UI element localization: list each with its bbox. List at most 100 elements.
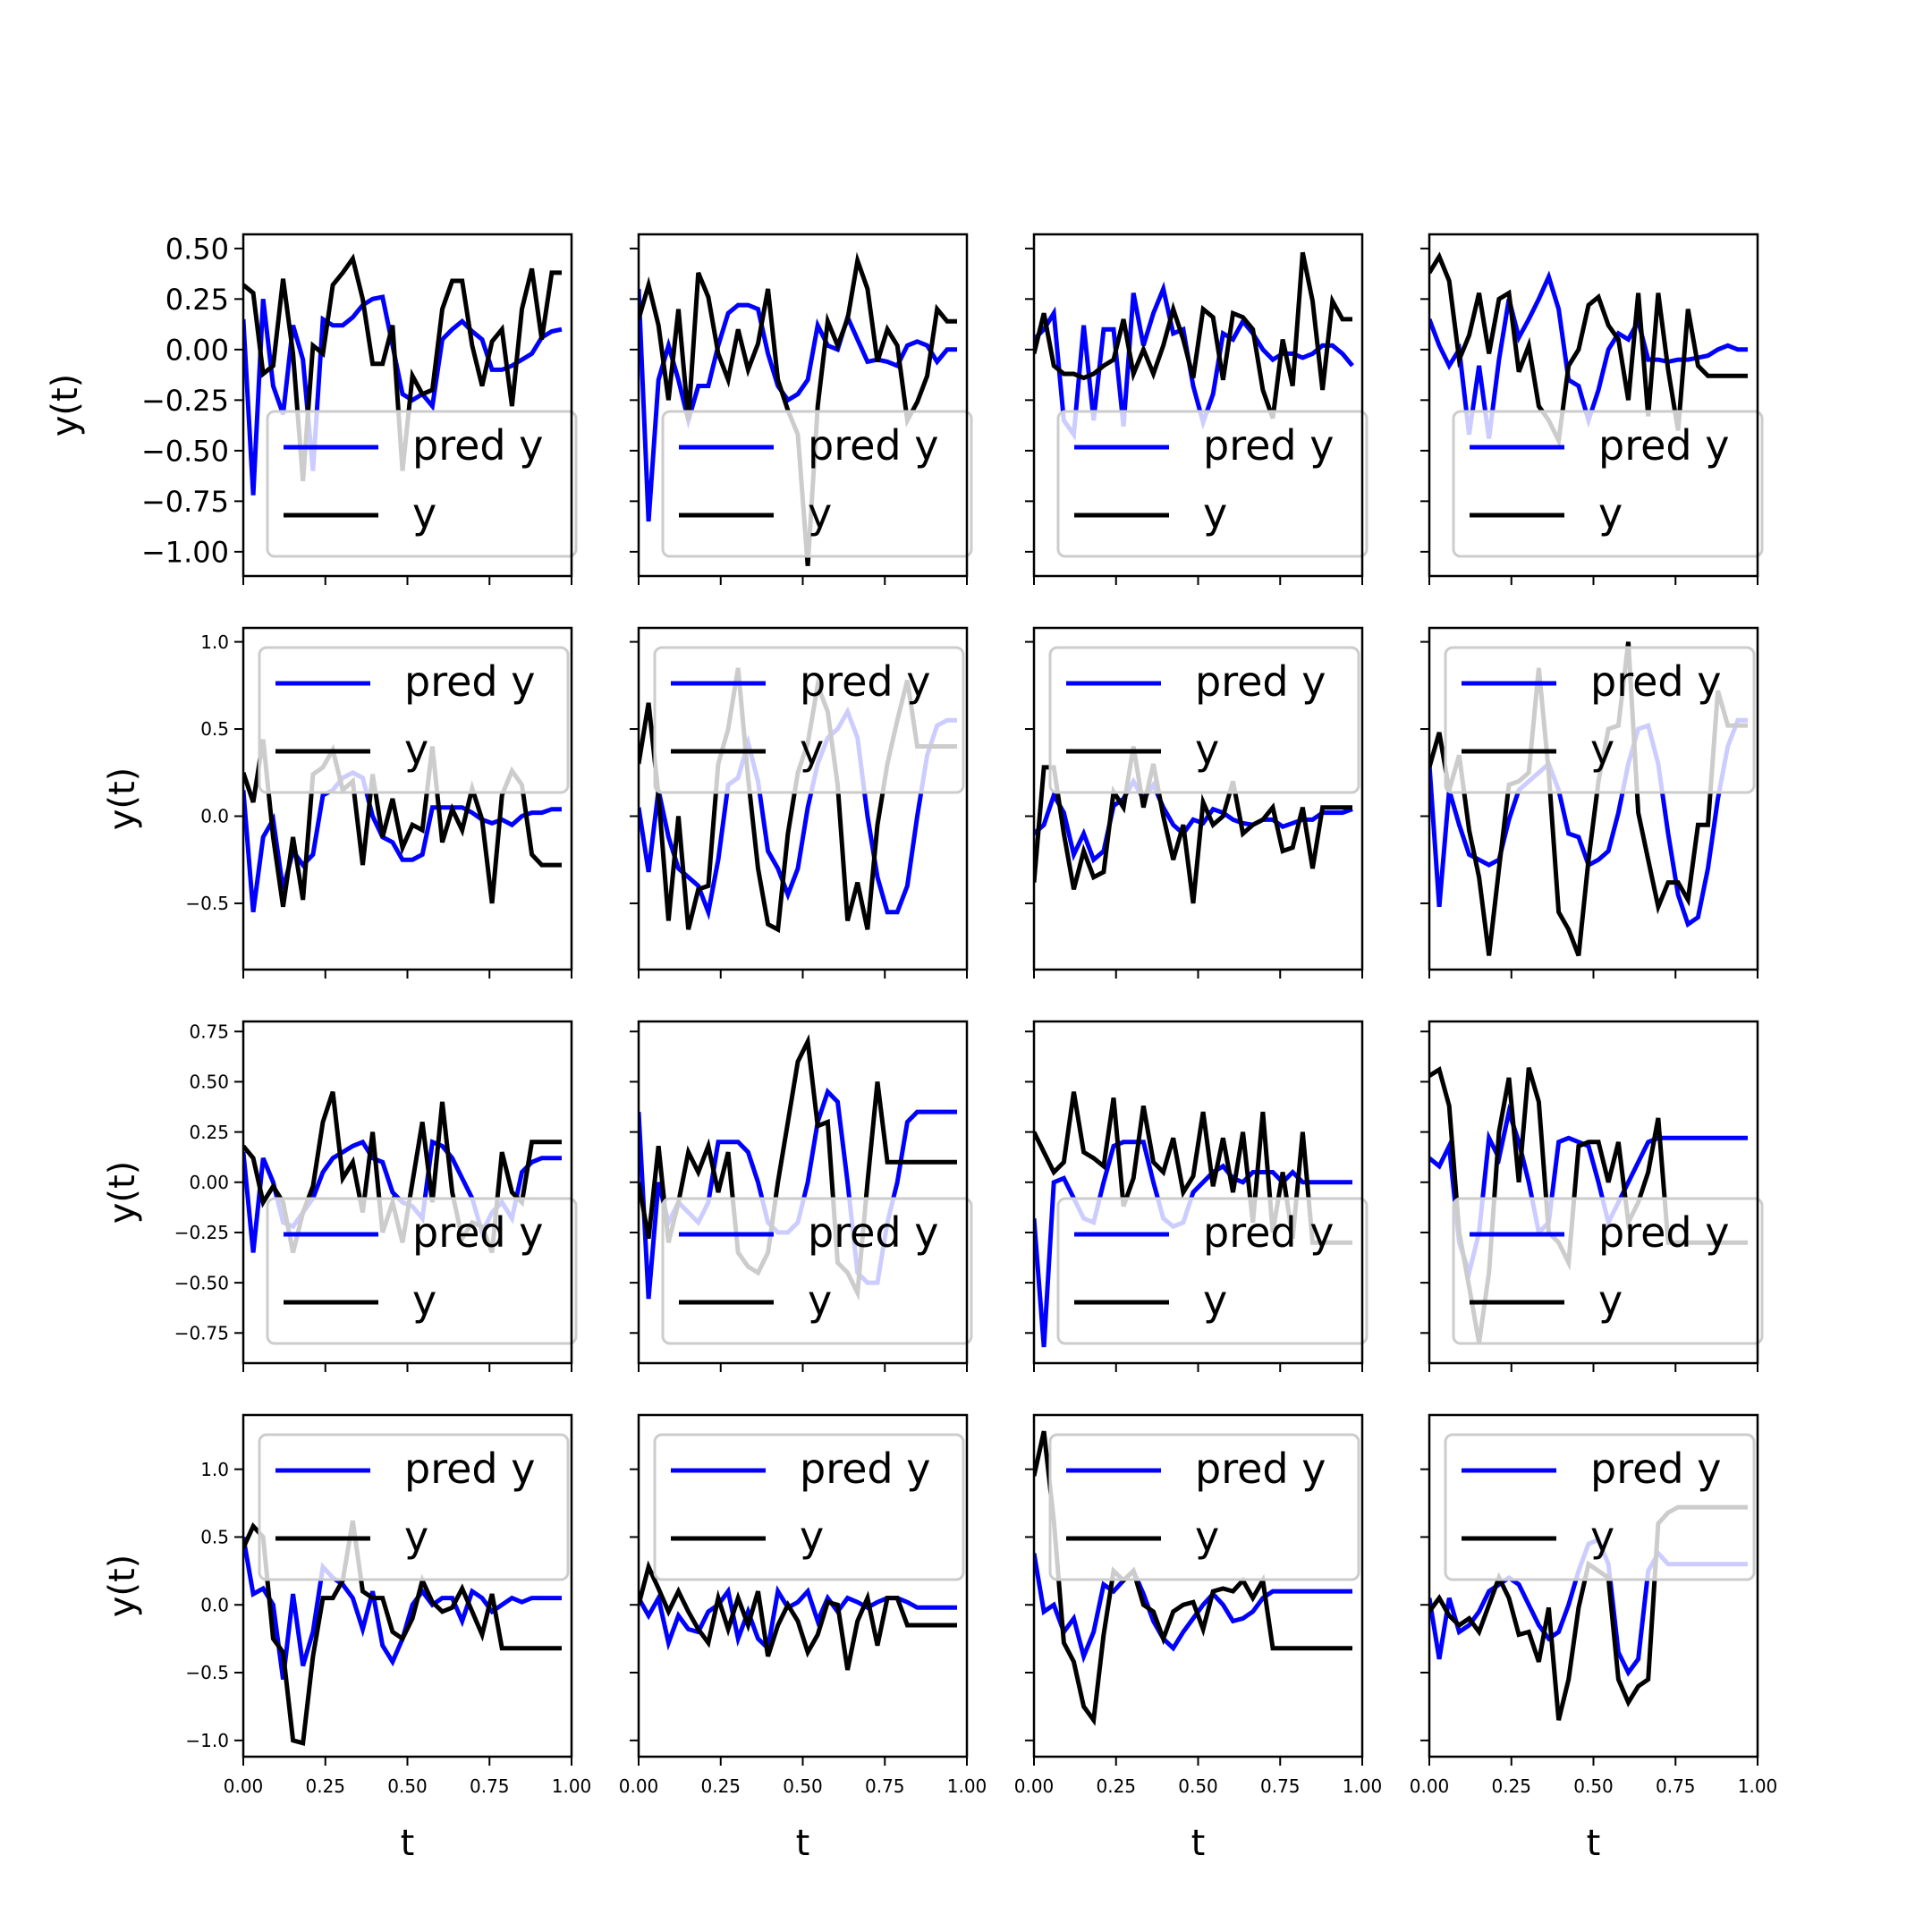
legend-label-pred-y: pred y: [1590, 657, 1721, 706]
legend-label-y: y: [1598, 489, 1623, 538]
x-tick-label: 0.00: [1014, 1775, 1055, 1797]
y-axis-label: y(t): [102, 767, 143, 831]
legend: pred y y: [1048, 1433, 1360, 1581]
x-tick-label: 0.50: [387, 1775, 428, 1797]
subplot-r2-c4: pred y y: [1420, 626, 1759, 979]
x-tick-label: 0.25: [305, 1775, 345, 1797]
legend-label-pred-y: pred y: [404, 1445, 535, 1493]
legend-label-y: y: [1195, 1513, 1219, 1561]
legend-label-pred-y: pred y: [1195, 657, 1326, 706]
series-y: [639, 1033, 957, 1301]
subplot-r2-c3: pred y y: [1025, 626, 1364, 979]
legend: pred y y: [661, 410, 973, 558]
subplot-r4-c1: −1.0 −0.5 0.0 0.5 1.0 0.00 0.25 0.50 0.75 1.00 pre…: [102, 1413, 591, 1864]
y-tick-label: 0.0: [200, 1594, 229, 1615]
x-tick-label: 0.00: [224, 1775, 264, 1797]
axes-frame: [1032, 233, 1364, 578]
legend: pred y y: [258, 1433, 570, 1581]
x-tick-label: 0.75: [1260, 1775, 1301, 1797]
series-pred-y: [639, 288, 957, 522]
legend-label-y: y: [1203, 1276, 1227, 1325]
legend: pred y y: [1048, 646, 1360, 794]
x-tick-label: 0.75: [470, 1775, 510, 1797]
subplot-r3-c3: pred y y: [1025, 1020, 1368, 1372]
x-tick-label: 1.00: [1738, 1775, 1778, 1797]
legend-label-pred-y: pred y: [1590, 1445, 1721, 1493]
legend: pred y y: [266, 1197, 578, 1345]
subplot-r1-c1: −1.00 −0.75 −0.50 −0.25 0.00 0.25 0.50 pred y y y…: [45, 232, 578, 585]
legend-label-pred-y: pred y: [412, 421, 543, 470]
y-tick-label: −0.75: [174, 1322, 229, 1343]
legend-label-y: y: [808, 489, 832, 538]
legend-label-y: y: [412, 489, 436, 538]
x-tick-label: 0.25: [700, 1775, 741, 1797]
series-pred-y: [1034, 281, 1354, 441]
legend-label-pred-y: pred y: [1195, 1445, 1326, 1493]
legend: pred y y: [1444, 646, 1756, 794]
subplot-r3-c1: −0.75 −0.50 −0.25 0.00 0.25 0.50 0.75 pred y y y(…: [102, 1020, 578, 1372]
y-tick-label: −0.50: [141, 434, 229, 468]
series-pred-y: [639, 706, 957, 920]
subplot-r1-c2: pred y y: [630, 233, 973, 585]
axes-frame: [637, 1020, 969, 1365]
legend: pred y y: [653, 1433, 965, 1581]
legend-label-y: y: [1590, 1513, 1614, 1561]
subplot-r1-c3: pred y y: [1025, 233, 1368, 585]
legend-label-pred-y: pred y: [412, 1208, 543, 1257]
axes-frame: [242, 1020, 573, 1365]
axes-frame: [242, 233, 573, 578]
y-tick-label: 1.0: [200, 1459, 229, 1480]
y-tick-label: −0.50: [174, 1272, 229, 1293]
y-tick-label: 0.5: [200, 1527, 229, 1548]
y-tick-label: 0.50: [165, 232, 229, 266]
x-tick-label: 1.00: [947, 1775, 987, 1797]
subplot-r4-c2: 0.00 0.25 0.50 0.75 1.00 pred y y t: [619, 1413, 987, 1864]
subplot-r3-c2: pred y y: [630, 1020, 973, 1372]
x-axis-label: t: [1191, 1823, 1206, 1864]
y-tick-label: 0.00: [165, 333, 229, 367]
axes-frame: [242, 1413, 573, 1758]
legend-label-y: y: [412, 1276, 436, 1325]
legend: pred y y: [266, 410, 578, 558]
legend-label-pred-y: pred y: [800, 1445, 930, 1493]
y-tick-label: −1.0: [185, 1730, 229, 1751]
x-tick-label: 0.00: [1410, 1775, 1450, 1797]
x-tick-label: 0.50: [783, 1775, 823, 1797]
legend-label-y: y: [404, 725, 428, 774]
x-axis-label: t: [401, 1823, 415, 1864]
axes-frame: [1428, 233, 1759, 578]
series-pred-y: [1034, 1553, 1352, 1664]
subplot-r2-c2: pred y y: [630, 626, 969, 979]
legend: pred y y: [1444, 1433, 1756, 1581]
axes-frame: [637, 233, 969, 578]
legend: pred y y: [653, 646, 965, 794]
x-tick-label: 0.75: [1656, 1775, 1696, 1797]
legend: pred y y: [258, 646, 570, 794]
legend: pred y y: [1056, 1197, 1368, 1345]
series-y: [1034, 1091, 1352, 1245]
series-pred-y: [639, 1585, 957, 1653]
legend-label-y: y: [1598, 1276, 1623, 1325]
x-axis-label: t: [796, 1823, 810, 1864]
series-y: [1034, 746, 1352, 904]
legend: pred y y: [661, 1197, 973, 1345]
y-tick-label: −0.5: [185, 1662, 229, 1683]
x-tick-label: 0.00: [619, 1775, 659, 1797]
y-tick-label: 0.75: [189, 1021, 229, 1042]
y-tick-label: 1.0: [200, 631, 229, 653]
axes-frame: [1428, 626, 1759, 971]
y-tick-label: −0.5: [185, 893, 229, 914]
axes-frame: [1428, 1020, 1759, 1365]
x-tick-label: 0.50: [1573, 1775, 1614, 1797]
legend-label-pred-y: pred y: [1598, 1208, 1729, 1257]
legend-label-pred-y: pred y: [1598, 421, 1729, 470]
y-axis-label: y(t): [45, 374, 86, 437]
legend-label-pred-y: pred y: [1203, 1208, 1334, 1257]
subplot-r4-c3: 0.00 0.25 0.50 0.75 1.00 pred y y t: [1014, 1413, 1382, 1864]
legend-label-pred-y: pred y: [808, 1208, 938, 1257]
y-tick-label: 0.25: [189, 1122, 229, 1143]
subplot-r1-c4: pred y y: [1420, 233, 1764, 585]
x-axis-label: t: [1587, 1823, 1601, 1864]
legend-label-pred-y: pred y: [1203, 421, 1334, 470]
